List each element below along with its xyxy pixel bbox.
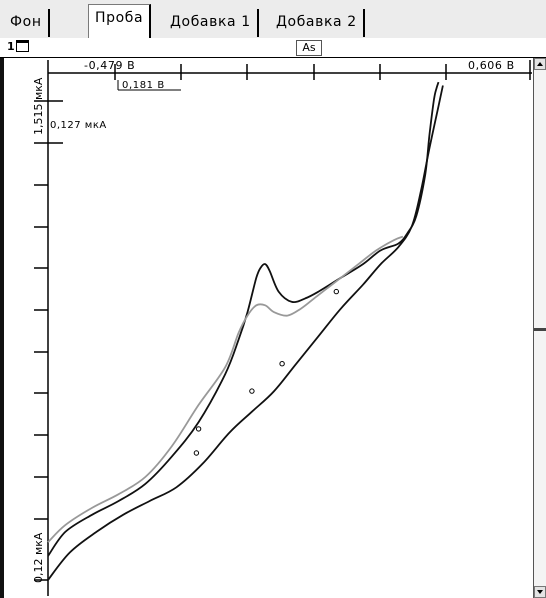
tab-background[interactable]: Фон bbox=[4, 9, 50, 37]
zoom-level: 1 bbox=[7, 40, 15, 53]
tab-label: Проба bbox=[95, 10, 144, 26]
tab-label: Добавка 1 bbox=[170, 14, 251, 30]
baseline-point-marker[interactable] bbox=[279, 361, 285, 367]
baseline-point-marker[interactable] bbox=[333, 288, 339, 295]
x-cursor-label: 0,181 В bbox=[122, 80, 165, 91]
series-line-3 bbox=[47, 85, 444, 581]
y-axis: 1,515 мкА 0,12 мкА 0,127 мкА bbox=[32, 77, 107, 596]
element-label[interactable]: As bbox=[296, 40, 322, 56]
scroll-up-arrow-icon[interactable] bbox=[534, 58, 546, 70]
window-icon bbox=[16, 40, 29, 52]
series-line-2 bbox=[47, 235, 404, 543]
tab-addition-2[interactable]: Добавка 2 bbox=[270, 9, 365, 37]
baseline-point-marker[interactable] bbox=[249, 388, 255, 394]
tab-strip: Фон Проба Добавка 1 Добавка 2 bbox=[0, 0, 546, 39]
x-axis: -0,479 В 0,606 В 0,181 В bbox=[47, 59, 532, 91]
y-axis-top-label: 1,515 мкА bbox=[32, 77, 45, 135]
x-axis-start-label: -0,479 В bbox=[84, 59, 135, 72]
scroll-thumb[interactable] bbox=[534, 328, 546, 331]
plot-left-border bbox=[0, 58, 4, 598]
curve-layer bbox=[47, 81, 444, 581]
baseline-point-marker[interactable] bbox=[195, 426, 202, 432]
tab-label: Добавка 2 bbox=[276, 14, 357, 30]
vertical-scrollbar[interactable] bbox=[533, 58, 546, 598]
scroll-down-arrow-icon[interactable] bbox=[534, 586, 546, 598]
tab-sample[interactable]: Проба bbox=[88, 4, 152, 38]
series-line-1 bbox=[47, 81, 440, 557]
zoom-window-button[interactable]: 1 bbox=[7, 39, 35, 55]
baseline-point-marker[interactable] bbox=[193, 450, 200, 456]
tab-label: Фон bbox=[10, 14, 42, 30]
tab-addition-1[interactable]: Добавка 1 bbox=[164, 9, 259, 37]
y-cursor-label: 0,127 мкА bbox=[50, 120, 107, 131]
x-axis-end-label: 0,606 В bbox=[468, 59, 515, 72]
y-axis-bottom-label: 0,12 мкА bbox=[32, 532, 45, 583]
plot-toolbar: 1 As bbox=[0, 38, 546, 58]
